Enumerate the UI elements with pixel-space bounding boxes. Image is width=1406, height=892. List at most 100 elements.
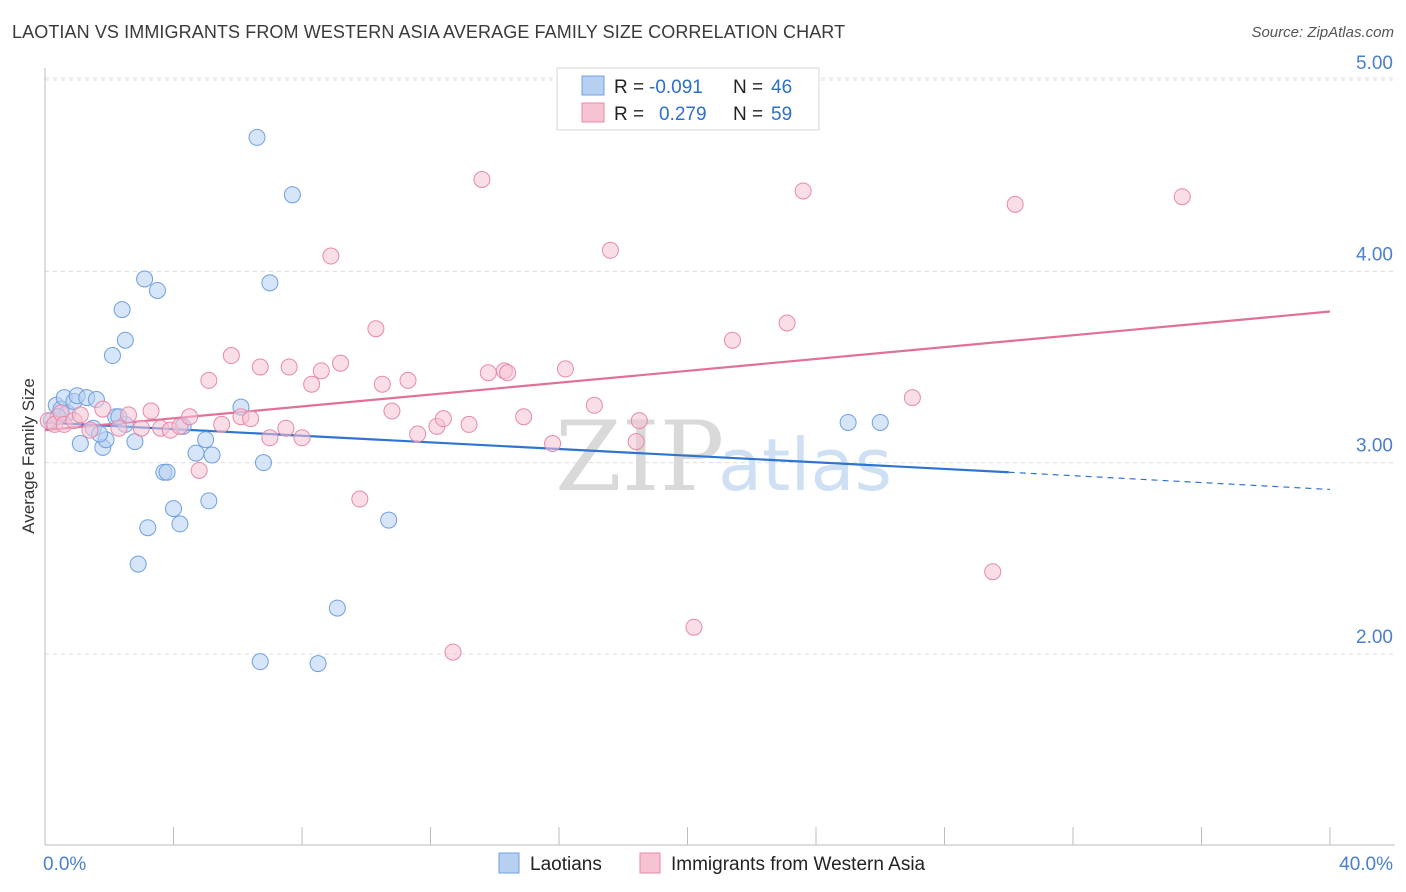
point-series0-33 — [248, 128, 266, 146]
x-tick-labels: 0.0% 40.0% — [43, 854, 1393, 875]
legend-swatch-western-asia — [581, 102, 605, 123]
point-series0-29 — [197, 431, 215, 449]
point-series0-34 — [251, 653, 269, 671]
axes — [44, 68, 1395, 846]
point-series0-19 — [129, 555, 147, 573]
trend-line-series1 — [44, 310, 1331, 432]
point-series0-36 — [261, 274, 279, 292]
legend-n-label-2: N = — [733, 104, 763, 125]
point-series0-35 — [254, 454, 272, 472]
y-tick-labels: 2.00 3.00 4.00 5.00 — [1356, 53, 1393, 648]
point-series1-18 — [213, 415, 231, 433]
point-series0-7 — [71, 435, 89, 453]
point-series1-41 — [473, 171, 491, 189]
legend-r-label-1: R = — [614, 77, 644, 98]
x-tick-label-0: 0.0% — [43, 854, 86, 875]
trend-lines — [44, 310, 1331, 491]
series-swatch-laotians — [498, 852, 520, 874]
point-series1-50 — [627, 433, 645, 451]
point-series0-16 — [116, 331, 134, 349]
point-series0-31 — [200, 492, 218, 510]
point-series1-25 — [280, 358, 298, 376]
point-series1-29 — [322, 247, 340, 265]
point-series0-15 — [113, 301, 131, 319]
trend-extension-series0 — [1008, 471, 1331, 491]
point-series1-57 — [984, 563, 1002, 581]
point-series0-21 — [139, 519, 157, 537]
point-series0-42 — [871, 413, 889, 431]
point-series1-21 — [242, 410, 260, 428]
point-series1-8 — [110, 419, 128, 437]
correlation-legend: R = -0.091 N = 46 R = 0.279 N = 59 — [556, 67, 820, 131]
point-series0-22 — [148, 281, 166, 299]
point-series0-13 — [103, 347, 121, 365]
point-series1-30 — [332, 354, 350, 372]
legend-r-label-2: R = — [614, 104, 644, 125]
y-tick-label-0: 2.00 — [1356, 627, 1393, 648]
point-series1-22 — [251, 358, 269, 376]
chart-title: LAOTIAN VS IMMIGRANTS FROM WESTERN ASIA … — [12, 22, 846, 42]
data-points — [39, 128, 1191, 673]
point-series1-32 — [367, 320, 385, 338]
source-label: Source: ZipAtlas.com — [1251, 24, 1394, 41]
point-series1-17 — [200, 371, 218, 389]
point-series1-42 — [479, 364, 497, 382]
point-series0-20 — [136, 270, 154, 288]
point-series1-46 — [544, 435, 562, 453]
point-series1-16 — [190, 461, 208, 479]
point-series1-27 — [303, 375, 321, 393]
point-series1-19 — [222, 347, 240, 365]
point-series1-28 — [312, 362, 330, 380]
point-series1-56 — [903, 389, 921, 407]
point-series1-47 — [556, 360, 574, 378]
point-series1-51 — [630, 412, 648, 430]
point-series1-26 — [293, 429, 311, 447]
y-axis-label: Average Family Size — [19, 378, 38, 534]
point-series1-33 — [373, 375, 391, 393]
point-series1-40 — [460, 415, 478, 433]
legend-swatch-laotians — [581, 75, 605, 96]
point-series0-40 — [380, 511, 398, 529]
point-series1-35 — [399, 371, 417, 389]
legend-r-value-2: 0.279 — [659, 104, 707, 125]
point-series1-52 — [685, 618, 703, 636]
point-series0-30 — [203, 446, 221, 464]
point-series1-58 — [1006, 195, 1024, 213]
legend-n-value-1: 46 — [771, 77, 792, 98]
series-legend: Laotians Immigrants from Western Asia — [498, 852, 926, 875]
point-series1-45 — [515, 408, 533, 426]
legend-n-value-2: 59 — [771, 104, 792, 125]
y-tick-label-3: 5.00 — [1356, 53, 1393, 74]
point-series1-49 — [601, 241, 619, 259]
point-series1-54 — [778, 314, 796, 332]
point-series0-39 — [328, 599, 346, 617]
point-series1-53 — [723, 331, 741, 349]
point-series0-37 — [283, 186, 301, 204]
legend-n-label-1: N = — [733, 77, 763, 98]
point-series1-9 — [120, 406, 138, 424]
point-series1-44 — [499, 364, 517, 382]
point-series1-5 — [71, 406, 89, 424]
point-series1-34 — [383, 402, 401, 420]
series-label-laotians: Laotians — [530, 854, 602, 875]
point-series1-23 — [261, 429, 279, 447]
point-series0-38 — [309, 655, 327, 673]
trend-line-series0 — [44, 421, 1009, 474]
point-series1-24 — [277, 419, 295, 437]
point-series0-41 — [839, 413, 857, 431]
point-series0-26 — [171, 515, 189, 533]
point-series0-28 — [187, 444, 205, 462]
point-series0-24 — [158, 463, 176, 481]
series-label-western-asia: Immigrants from Western Asia — [671, 854, 926, 875]
point-series1-55 — [794, 182, 812, 200]
point-series1-10 — [132, 419, 150, 437]
point-series1-7 — [94, 400, 112, 418]
point-series1-38 — [434, 410, 452, 428]
y-tick-label-1: 3.00 — [1356, 436, 1393, 457]
point-series1-48 — [585, 396, 603, 414]
point-series1-6 — [81, 421, 99, 439]
point-series1-36 — [409, 425, 427, 443]
point-series1-31 — [351, 490, 369, 508]
point-series1-15 — [181, 408, 199, 426]
grid-lines — [45, 77, 1395, 655]
